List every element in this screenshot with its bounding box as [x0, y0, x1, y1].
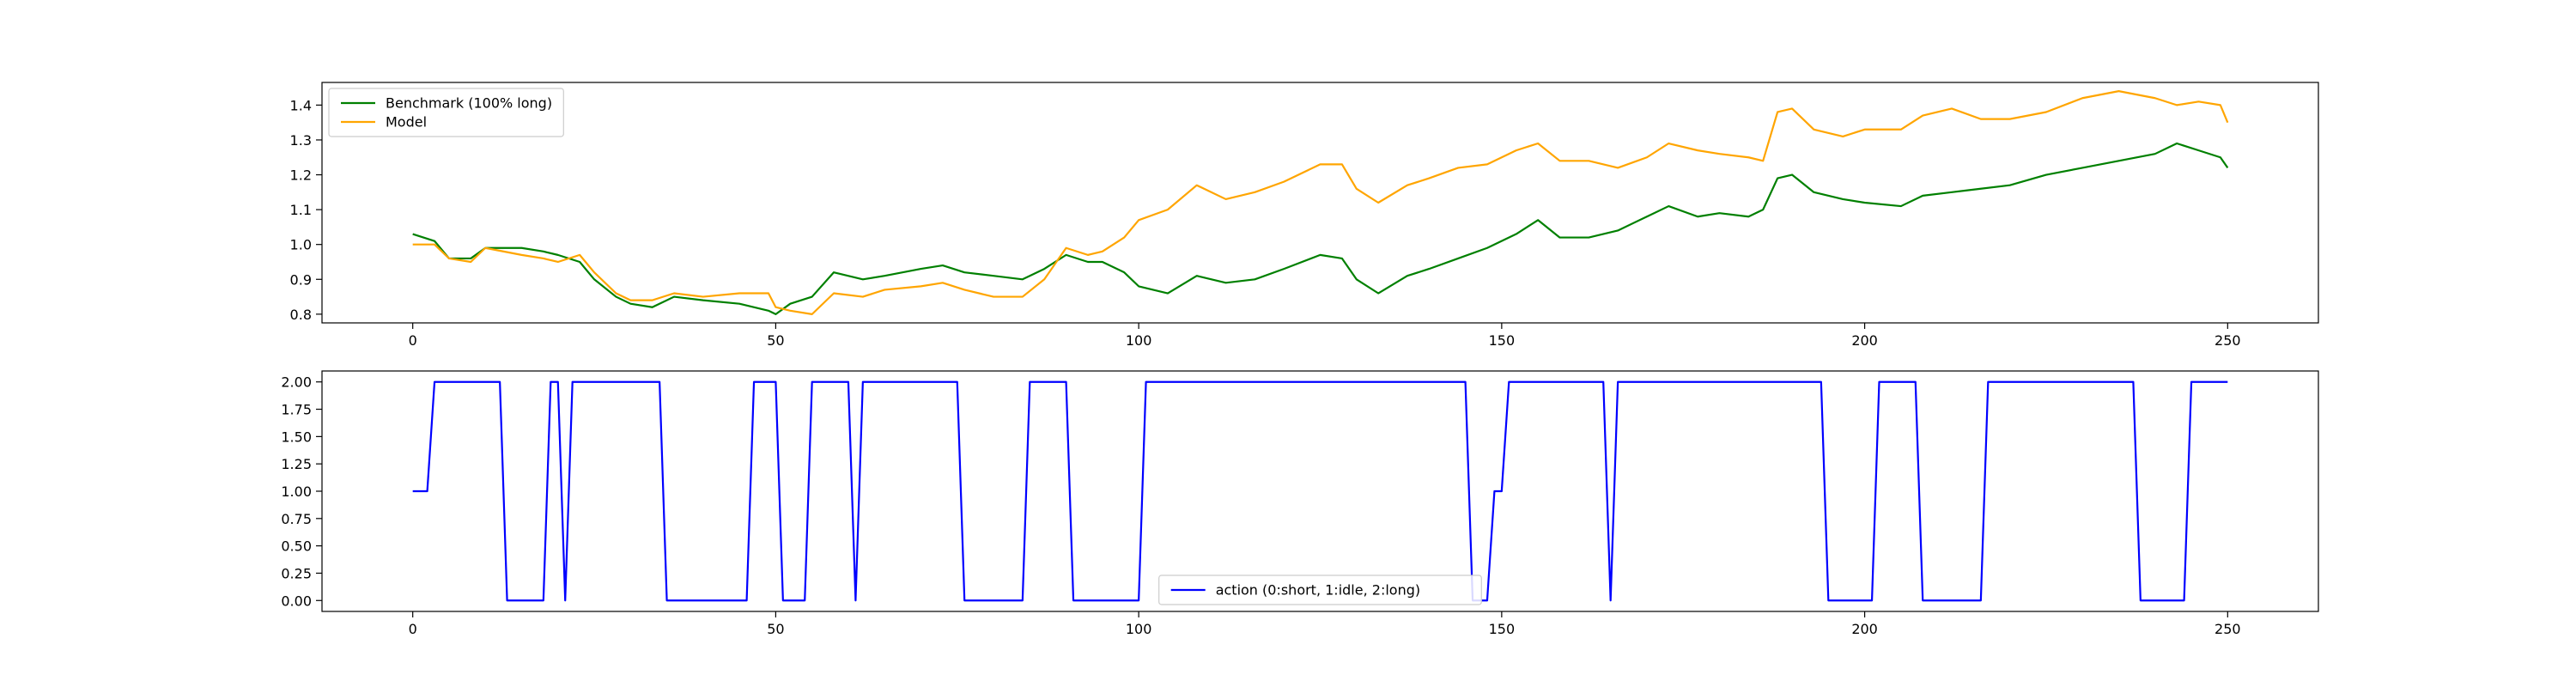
legend-label: action (0:short, 1:idle, 2:long)	[1216, 582, 1420, 599]
legend-box	[1158, 575, 1482, 605]
x-tick-label: 250	[2215, 332, 2241, 349]
price-panel: 0 50 100 150 200 250 0.8 0.9 1.0 1.1 1.2 1.3 1.4 Benc…	[290, 82, 2319, 349]
x-tick-label: 150	[1489, 621, 1516, 637]
series-line-0-0	[412, 142, 2229, 315]
x-tick-label: 100	[1126, 621, 1152, 637]
x-tick-label: 250	[2215, 621, 2241, 637]
action-panel: 0 50 100 150 200 250 0.00 0.25 0.50 0.75 1.00 1.25 1…	[281, 370, 2319, 637]
x-tick-label: 200	[1851, 621, 1878, 637]
y-tick-label: 0.75	[281, 511, 312, 527]
y-tick-label: 0.25	[281, 565, 312, 581]
y-tick-label: 1.0	[290, 237, 312, 253]
legend-0: Benchmark (100% long) Model	[328, 88, 564, 137]
x-tick-label: 200	[1851, 332, 1878, 349]
y-tick-label: 1.50	[281, 429, 312, 445]
series-line-0-1	[412, 90, 2229, 315]
y-tick-label: 1.2	[290, 167, 312, 184]
x-tick-label: 0	[409, 332, 417, 349]
legend-label: Benchmark (100% long)	[386, 95, 552, 112]
legend-box	[328, 88, 564, 137]
y-tick-label: 1.3	[290, 132, 312, 149]
y-tick-label: 1.1	[290, 202, 312, 218]
y-tick-label: 0.9	[290, 271, 312, 288]
series-line-1-0	[412, 380, 2228, 602]
axes-frame-0	[321, 82, 2319, 324]
legend-1: action (0:short, 1:idle, 2:long)	[1158, 575, 1482, 605]
legend-label: Model	[386, 114, 427, 131]
x-tick-label: 100	[1126, 332, 1152, 349]
x-tick-label: 0	[409, 621, 417, 637]
y-tick-label: 2.00	[281, 374, 312, 391]
y-tick-label: 1.4	[290, 97, 312, 113]
y-tick-label: 0.8	[290, 307, 312, 323]
x-tick-label: 50	[767, 332, 784, 349]
y-tick-label: 1.25	[281, 456, 312, 472]
x-tick-label: 150	[1489, 332, 1516, 349]
y-tick-label: 0.50	[281, 538, 312, 555]
y-tick-label: 1.75	[281, 402, 312, 418]
y-tick-label: 0.00	[281, 593, 312, 609]
x-tick-label: 50	[767, 621, 784, 637]
y-tick-label: 1.00	[281, 483, 312, 500]
